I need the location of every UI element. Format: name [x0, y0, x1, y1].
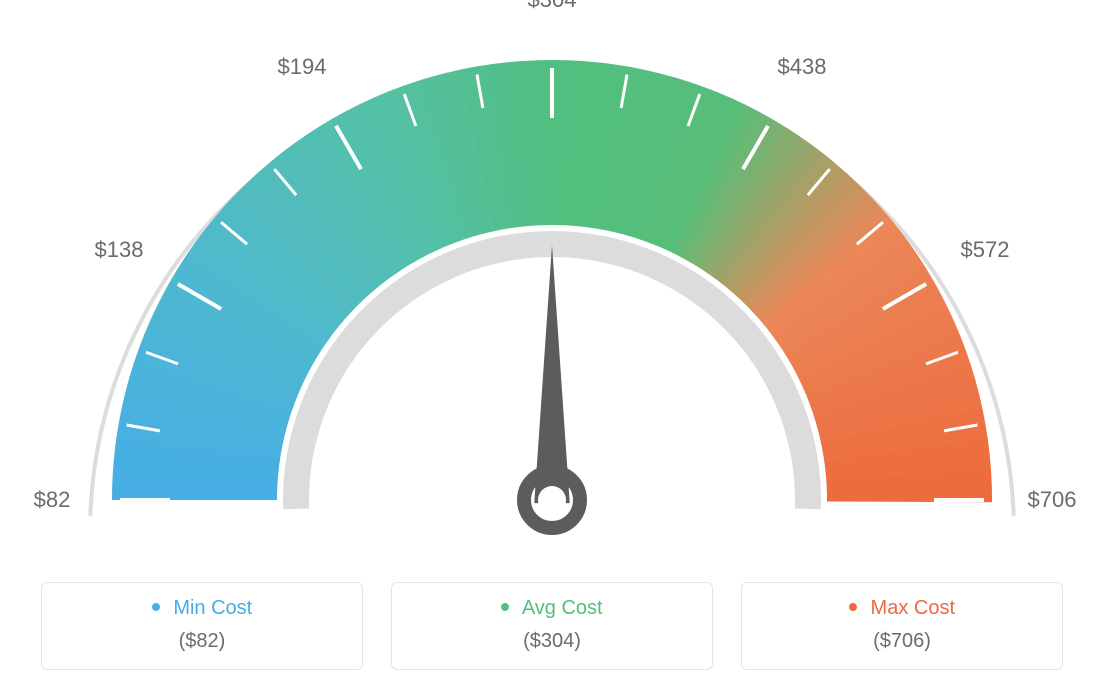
chart-container: $82 $138 $194 $304 $438 $572 $706 Min Cost ($8…	[0, 0, 1104, 690]
legend-min-label: Min Cost	[173, 597, 252, 619]
gauge-tick-label: $438	[778, 54, 827, 80]
legend-card-min: Min Cost ($82)	[41, 582, 363, 670]
gauge-tick-label: $706	[1028, 487, 1077, 513]
legend-card-avg: Avg Cost ($304)	[391, 582, 713, 670]
dot-icon	[501, 603, 509, 611]
legend-avg-label: Avg Cost	[522, 597, 603, 619]
legend-row: Min Cost ($82) Avg Cost ($304) Max Cost …	[0, 582, 1104, 670]
dot-icon	[152, 603, 160, 611]
legend-max-label: Max Cost	[871, 597, 955, 619]
gauge-svg	[0, 0, 1104, 560]
legend-avg-title: Avg Cost	[402, 597, 702, 620]
gauge-tick-label: $304	[528, 0, 577, 13]
legend-max-title: Max Cost	[752, 597, 1052, 620]
legend-max-value: ($706)	[752, 630, 1052, 653]
legend-min-value: ($82)	[52, 630, 352, 653]
gauge: $82 $138 $194 $304 $438 $572 $706	[0, 0, 1104, 560]
dot-icon	[849, 603, 857, 611]
legend-avg-value: ($304)	[402, 630, 702, 653]
gauge-tick-label: $82	[34, 487, 71, 513]
gauge-tick-label: $194	[278, 54, 327, 80]
legend-min-title: Min Cost	[52, 597, 352, 620]
gauge-tick-label: $572	[961, 237, 1010, 263]
gauge-tick-label: $138	[95, 237, 144, 263]
legend-card-max: Max Cost ($706)	[741, 582, 1063, 670]
